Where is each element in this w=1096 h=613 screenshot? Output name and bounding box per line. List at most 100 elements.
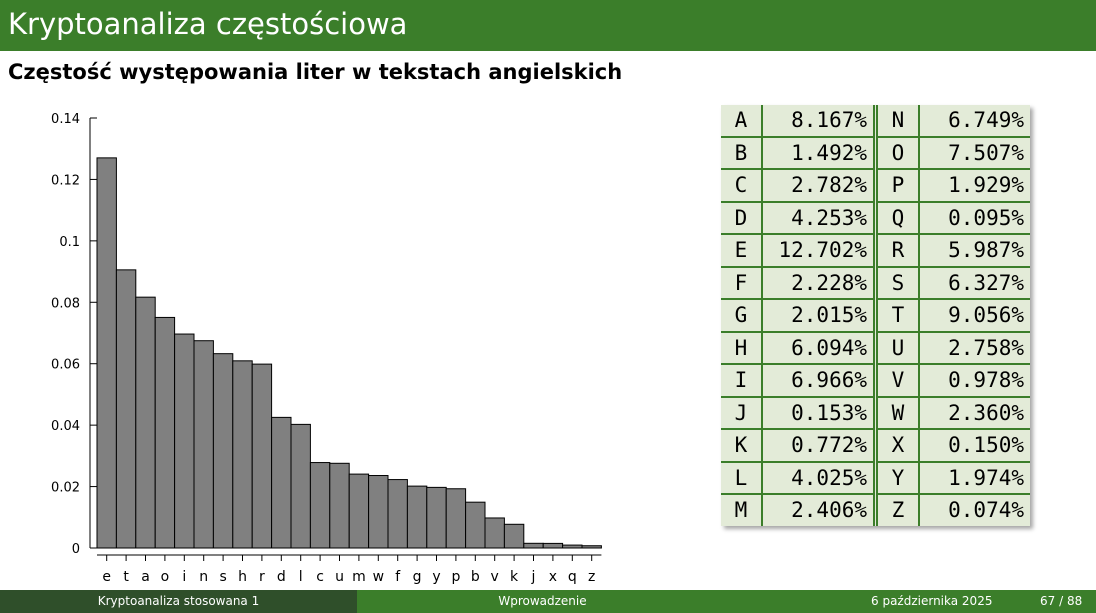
frequency-cell: 6.094%	[761, 330, 878, 365]
y-tick-label: 0	[72, 542, 80, 557]
frequency-cell: 4.253%	[761, 200, 878, 235]
table-row: K 0.772% X 0.150%	[721, 428, 1030, 463]
x-tick-label: e	[102, 569, 111, 585]
x-tick-label: o	[161, 569, 170, 585]
y-tick-label: 0.02	[51, 481, 80, 496]
slide-title: Kryptoanaliza częstościowa	[8, 7, 408, 41]
footer-center: Wprowadzenie	[357, 590, 728, 613]
table-row: J 0.153% W 2.360%	[721, 395, 1030, 430]
table-row: M 2.406% Z 0.074%	[721, 493, 1030, 526]
y-tick-label: 0.06	[51, 358, 80, 373]
letter-cell: B	[721, 135, 763, 170]
letter-cell: C	[721, 168, 763, 203]
table-row: G 2.015% T 9.056%	[721, 298, 1030, 333]
frequency-cell: 1.492%	[761, 135, 878, 170]
letter-cell: G	[721, 298, 763, 333]
x-tick-label: r	[259, 569, 265, 585]
bar-q	[562, 544, 583, 549]
frequency-cell: 7.507%	[918, 135, 1030, 170]
letter-cell: U	[874, 330, 920, 365]
bar-b	[465, 501, 486, 549]
frequency-cell: 8.167%	[761, 105, 878, 138]
page-number: 67 / 88	[1040, 594, 1083, 608]
letter-cell: P	[874, 168, 920, 203]
footer-date: 6 października 2025	[871, 594, 993, 608]
frequency-cell: 6.966%	[761, 363, 878, 398]
bar-r	[251, 363, 273, 549]
bar-g	[406, 485, 428, 549]
bar-f	[387, 479, 408, 549]
x-tick-label: t	[123, 569, 129, 585]
bar-v	[484, 517, 505, 549]
x-tick-label: q	[568, 569, 577, 585]
letter-cell: R	[874, 233, 920, 268]
bar-i	[174, 333, 195, 549]
x-tick-label: m	[352, 569, 366, 585]
bar-s	[212, 353, 234, 549]
frequency-cell: 1.974%	[918, 460, 1030, 495]
letter-cell: Y	[874, 460, 920, 495]
bar-u	[329, 462, 350, 549]
frequency-cell: 2.360%	[918, 395, 1030, 430]
letter-cell: S	[874, 265, 920, 300]
letter-cell: I	[721, 363, 763, 398]
bar-c	[309, 462, 331, 549]
table-row: F 2.228% S 6.327%	[721, 265, 1030, 300]
letter-cell: Z	[874, 493, 920, 526]
letter-cell: D	[721, 200, 763, 235]
title-bar: Kryptoanaliza częstościowa	[0, 0, 1096, 51]
y-tick-label: 0.1	[59, 235, 80, 250]
x-tick-label: x	[549, 569, 557, 585]
letter-cell: X	[874, 428, 920, 463]
x-tick-label: z	[588, 569, 595, 585]
y-tick-label: 0.12	[51, 173, 80, 188]
bar-n	[193, 340, 214, 549]
y-tick-label: 0.08	[51, 296, 80, 311]
frequency-cell: 0.772%	[761, 428, 878, 463]
x-tick-label: b	[471, 569, 480, 585]
frequency-cell: 0.095%	[918, 200, 1030, 235]
frequency-table: A 8.167% N 6.749% B 1.492% O 7.507% C 2.782% P 1.92…	[721, 105, 1030, 526]
table-row: L 4.025% Y 1.974%	[721, 460, 1030, 495]
x-tick-label: s	[219, 569, 226, 585]
x-tick-label: k	[510, 569, 519, 585]
table-row: D 4.253% Q 0.095%	[721, 200, 1030, 235]
x-tick-label: y	[432, 569, 440, 585]
x-tick-label: i	[182, 569, 186, 585]
x-tick-label: w	[373, 569, 384, 585]
bar-k	[503, 523, 525, 549]
y-tick-label: 0.04	[51, 419, 80, 434]
table-row: E 12.702% R 5.987%	[721, 233, 1030, 268]
table-row: B 1.492% O 7.507%	[721, 135, 1030, 170]
frequency-cell: 2.758%	[918, 330, 1030, 365]
letter-cell: M	[721, 493, 763, 526]
letter-cell: Q	[874, 200, 920, 235]
frequency-cell: 2.782%	[761, 168, 878, 203]
footer: Kryptoanaliza stosowana 1 Wprowadzenie 6…	[0, 590, 1096, 613]
x-tick-label: l	[299, 569, 303, 585]
bar-t	[115, 269, 137, 549]
letter-cell: K	[721, 428, 763, 463]
bar-x	[542, 542, 564, 549]
bar-h	[232, 360, 253, 549]
footer-left: Kryptoanaliza stosowana 1	[0, 590, 357, 613]
letter-cell: H	[721, 330, 763, 365]
table-row: I 6.966% V 0.978%	[721, 363, 1030, 398]
frequency-cell: 12.702%	[761, 233, 878, 268]
x-tick-label: h	[238, 569, 247, 585]
frequency-cell: 9.056%	[918, 298, 1030, 333]
letter-cell: W	[874, 395, 920, 430]
x-tick-label: u	[335, 569, 344, 585]
bar-o	[154, 316, 176, 549]
bar-j	[523, 542, 544, 549]
x-tick-label: f	[395, 569, 401, 585]
letter-cell: N	[874, 105, 920, 138]
x-tick-label: c	[316, 569, 324, 585]
bar-a	[135, 296, 156, 549]
table-row: H 6.094% U 2.758%	[721, 330, 1030, 365]
frequency-cell: 1.929%	[918, 168, 1030, 203]
frequency-cell: 2.015%	[761, 298, 878, 333]
bar-w	[368, 475, 389, 549]
frequency-cell: 2.406%	[761, 493, 878, 526]
x-tick-label: j	[531, 569, 536, 585]
